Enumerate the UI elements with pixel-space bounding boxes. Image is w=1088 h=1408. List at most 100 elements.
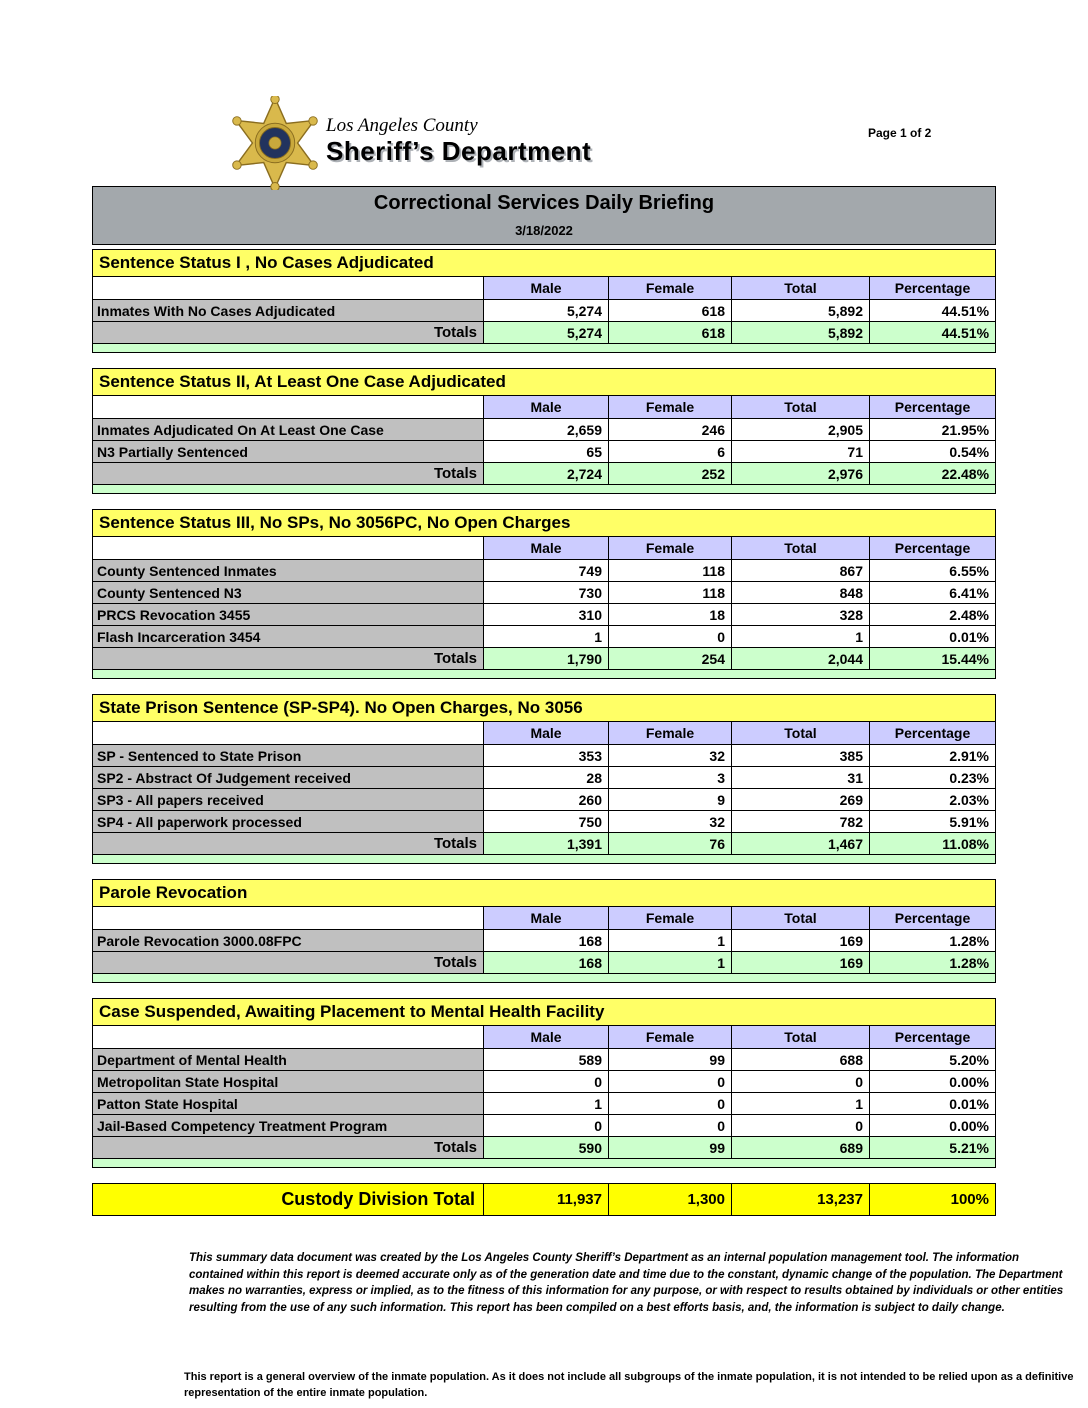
row-value: 18 (608, 603, 732, 626)
column-header-blank (92, 276, 484, 300)
row-label: PRCS Revocation 3455 (92, 603, 484, 626)
row-value: 0 (731, 1070, 870, 1093)
column-header-blank (92, 906, 484, 930)
section-title: State Prison Sentence (SP-SP4). No Open … (91, 694, 997, 722)
row-value: 0 (483, 1114, 609, 1137)
column-header: Male (483, 276, 609, 300)
totals-value: 252 (608, 462, 732, 485)
row-value: 1 (483, 625, 609, 648)
row-value: 65 (483, 440, 609, 463)
totals-value: 76 (608, 832, 732, 855)
row-value: 6.41% (869, 581, 996, 604)
row-label: SP2 - Abstract Of Judgement received (92, 766, 484, 789)
report-title-block: Correctional Services Daily Briefing 3/1… (92, 186, 996, 245)
table-row: Patton State Hospital 1 0 1 0.01% (92, 1092, 996, 1115)
column-header-blank (92, 536, 484, 560)
column-header: Total (731, 721, 870, 745)
column-header: Total (731, 276, 870, 300)
row-value: 1 (608, 929, 732, 952)
column-header-blank (92, 395, 484, 419)
section-title: Sentence Status II, At Least One Case Ad… (91, 368, 997, 396)
totals-value: 1,790 (483, 647, 609, 670)
table-row: SP3 - All papers received 260 9 269 2.03% (92, 788, 997, 811)
row-value: 168 (483, 929, 609, 952)
row-value: 0 (608, 1114, 732, 1137)
column-header-row: Male Female Total Percentage (92, 276, 997, 300)
row-value: 0 (608, 1092, 732, 1115)
row-label: N3 Partially Sentenced (92, 440, 484, 463)
row-value: 118 (608, 559, 732, 582)
row-value: 6 (608, 440, 732, 463)
row-value: 589 (483, 1048, 609, 1071)
row-value: 848 (731, 581, 870, 604)
totals-label: Totals (92, 1136, 484, 1159)
table-row: Jail-Based Competency Treatment Program 0… (92, 1114, 996, 1137)
totals-value: 254 (608, 647, 732, 670)
row-value: 0.01% (869, 1092, 996, 1115)
table-row: SP - Sentenced to State Prison 353 32 385 2.… (92, 744, 997, 767)
column-header: Percentage (868, 906, 997, 930)
totals-value: 689 (731, 1136, 870, 1159)
table-row: Metropolitan State Hospital 0 0 0 0.00% (92, 1070, 996, 1093)
table-row: Department of Mental Health 589 99 688 5.20% (92, 1048, 996, 1071)
row-value: 32 (608, 810, 732, 833)
row-value: 31 (731, 766, 870, 789)
column-header: Total (731, 536, 870, 560)
section-separator-strip (92, 669, 996, 679)
row-value: 0.23% (868, 766, 997, 789)
section-title: Sentence Status III, No SPs, No 3056PC, … (92, 509, 996, 537)
page-number: Page 1 of 2 (868, 126, 932, 140)
totals-row: Totals 2,724 252 2,976 22.48% (92, 462, 997, 485)
table-row: N3 Partially Sentenced 65 6 71 0.54% (92, 440, 997, 463)
totals-row: Totals 590 99 689 5.21% (92, 1136, 996, 1159)
section-table: Sentence Status II, At Least One Case Ad… (91, 368, 997, 494)
section-separator-strip (91, 973, 997, 983)
row-value: 2,659 (483, 418, 609, 441)
row-label: Parole Revocation 3000.08FPC (92, 929, 484, 952)
row-value: 6.55% (869, 559, 996, 582)
table-row: SP4 - All paperwork processed 750 32 782 5.9… (92, 810, 997, 833)
column-header: Percentage (869, 1025, 996, 1049)
row-value: 0 (608, 625, 732, 648)
row-value: 750 (483, 810, 609, 833)
row-label: Inmates Adjudicated On At Least One Case (92, 418, 484, 441)
totals-value: 1,391 (483, 832, 609, 855)
column-header: Percentage (868, 395, 997, 419)
section-title: Sentence Status I , No Cases Adjudicated (91, 249, 997, 277)
row-value: 0 (483, 1070, 609, 1093)
disclaimer-text: This summary data document was created b… (189, 1252, 1064, 1315)
page-header: Los Angeles County Sheriff’s Department … (0, 0, 1088, 190)
row-value: 5,892 (731, 299, 870, 322)
column-header: Total (731, 906, 870, 930)
totals-value: 2,724 (483, 462, 609, 485)
totals-value: 618 (608, 321, 732, 344)
table-row: Inmates With No Cases Adjudicated 5,274 61… (92, 299, 997, 322)
column-header: Male (483, 395, 609, 419)
column-header-row: Male Female Total Percentage (92, 536, 996, 560)
row-value: 32 (608, 744, 732, 767)
column-header: Male (483, 721, 609, 745)
grand-total-percentage: 100% (869, 1183, 996, 1216)
column-header: Percentage (869, 536, 996, 560)
grand-total-female: 1,300 (608, 1183, 732, 1216)
row-label: Metropolitan State Hospital (92, 1070, 484, 1093)
totals-value: 44.51% (868, 321, 997, 344)
table-row: Parole Revocation 3000.08FPC 168 1 169 1.28% (92, 929, 997, 952)
column-header: Female (608, 536, 732, 560)
totals-value: 15.44% (869, 647, 996, 670)
column-header: Female (608, 1025, 732, 1049)
agency-county-line: Los Angeles County (326, 115, 478, 136)
totals-row: Totals 1,790 254 2,044 15.44% (92, 647, 996, 670)
totals-value: 5,274 (483, 321, 609, 344)
column-header-row: Male Female Total Percentage (92, 395, 997, 419)
grand-total-table: Custody Division Total 11,937 1,300 13,2… (92, 1183, 996, 1216)
section-separator-strip (92, 1158, 996, 1168)
row-value: 28 (483, 766, 609, 789)
row-value: 0.00% (869, 1070, 996, 1093)
row-value: 0.00% (869, 1114, 996, 1137)
grand-total-label: Custody Division Total (92, 1183, 484, 1216)
row-label: Department of Mental Health (92, 1048, 484, 1071)
row-value: 867 (731, 559, 870, 582)
row-value: 21.95% (868, 418, 997, 441)
row-value: 310 (483, 603, 609, 626)
